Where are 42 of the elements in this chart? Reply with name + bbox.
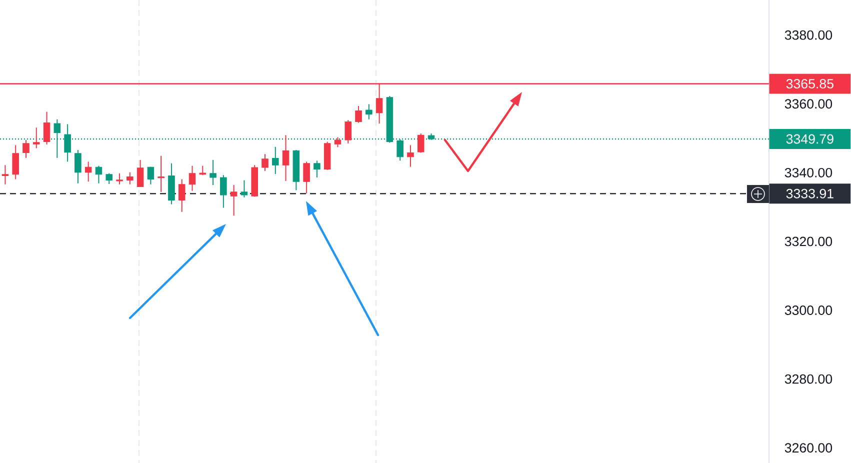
candlestick	[22, 139, 30, 158]
candlestick	[12, 144, 19, 180]
candlestick	[272, 146, 279, 175]
candlestick	[126, 172, 134, 185]
candlestick	[147, 166, 154, 185]
y-tick-label: 3380.00	[784, 30, 832, 40]
candlestick	[355, 105, 362, 124]
candlestick	[303, 161, 310, 194]
y-tick-label: 3360.00	[784, 99, 832, 109]
y-tick-label: 3300.00	[784, 306, 832, 315]
candlestick	[116, 172, 123, 185]
candlestick	[136, 159, 144, 188]
candlestick	[220, 174, 227, 208]
candlestick	[43, 111, 50, 145]
candlestick	[334, 136, 342, 148]
candlestick	[178, 178, 186, 212]
ref-line-label: 3365.85	[786, 79, 834, 88]
candlestick	[366, 104, 372, 120]
y-tick-label: 3320.00	[784, 236, 832, 246]
ref-line-label: 3333.91	[786, 188, 834, 198]
candlestick	[188, 165, 196, 192]
y-tick-label: 3280.00	[784, 374, 832, 384]
candlestick	[262, 154, 268, 172]
candlestick	[344, 120, 352, 144]
candlestick	[2, 164, 9, 185]
candlestick	[417, 132, 424, 154]
candlestick	[32, 127, 40, 149]
candlestick	[230, 184, 238, 216]
y-tick-label: 3260.00	[784, 443, 832, 453]
candlestick	[84, 161, 92, 182]
candlestick	[74, 149, 82, 184]
candlestick	[95, 165, 102, 184]
ref-line-label: 3349.79	[786, 134, 834, 144]
candlestick	[158, 155, 164, 192]
candlestick	[407, 144, 414, 168]
candlestick	[282, 134, 290, 182]
candlestick	[240, 180, 248, 198]
candlestick	[210, 159, 216, 186]
candlestick	[314, 160, 320, 178]
y-tick-label: 3340.00	[784, 168, 832, 178]
candlestick	[106, 172, 113, 185]
candlestick	[199, 165, 206, 176]
